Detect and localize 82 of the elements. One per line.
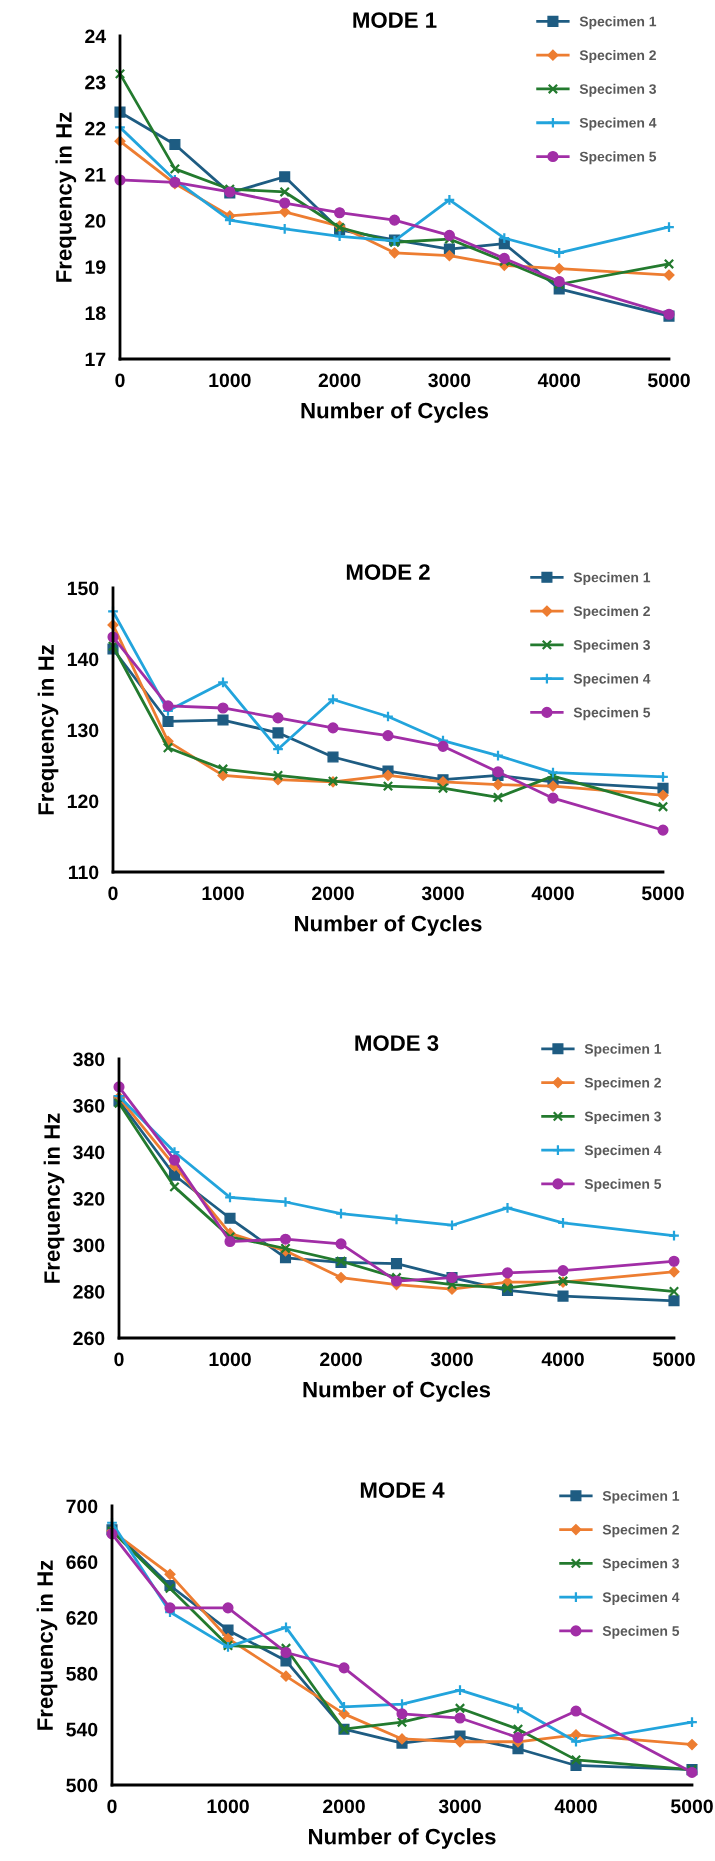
y-tick-label: 110 <box>68 865 99 880</box>
legend-label: Specimen 2 <box>579 49 656 63</box>
y-tick-label: 380 <box>73 1052 105 1067</box>
y-tick-label: 660 <box>66 1555 98 1570</box>
y-tick-label: 17 <box>85 352 106 367</box>
x-tick-label: 3000 <box>428 373 471 388</box>
y-axis-title: Frequency in Hz <box>36 1560 58 1730</box>
y-tick-label: 620 <box>66 1611 98 1625</box>
y-axis-title: Frequency in Hz <box>43 1113 65 1283</box>
y-tick-label: 700 <box>66 1499 98 1514</box>
chart-title: MODE 4 <box>360 1482 445 1498</box>
y-tick-label: 540 <box>66 1722 98 1737</box>
y-tick-label: 300 <box>73 1238 105 1253</box>
legend-label: Specimen 1 <box>573 572 651 586</box>
legend-label: Specimen 3 <box>573 639 650 653</box>
x-tick-label: 1000 <box>202 886 244 901</box>
x-tick-label: 4000 <box>541 1352 584 1367</box>
x-tick-label: 4000 <box>537 373 581 388</box>
legend-label: Specimen 4 <box>573 673 651 687</box>
x-tick-label: 2000 <box>323 1799 365 1814</box>
x-tick-label: 0 <box>107 1799 117 1814</box>
legend-label: Specimen 4 <box>602 1591 680 1605</box>
x-tick-label: 0 <box>115 373 125 388</box>
x-axis-title: Number of Cycles <box>295 915 482 936</box>
x-tick-label: 2000 <box>318 373 361 388</box>
x-axis-title: Number of Cycles <box>303 1381 491 1402</box>
y-tick-label: 130 <box>67 723 99 738</box>
x-tick-label: 5000 <box>647 373 690 388</box>
x-tick-label: 2000 <box>312 886 354 901</box>
x-tick-label: 1000 <box>209 373 251 388</box>
y-tick-label: 360 <box>73 1098 105 1113</box>
y-tick-label: 24 <box>85 29 107 44</box>
y-axis-title: Frequency in Hz <box>37 644 59 815</box>
x-tick-label: 5000 <box>670 1799 713 1814</box>
legend-label: Specimen 1 <box>584 1043 662 1057</box>
y-tick-label: 20 <box>85 214 106 228</box>
x-tick-label: 4000 <box>554 1799 597 1814</box>
legend-label: Specimen 5 <box>584 1178 662 1192</box>
x-tick-label: 0 <box>108 886 118 901</box>
x-axis-title: Number of Cycles <box>309 1828 496 1849</box>
legend-label: Specimen 3 <box>579 83 656 97</box>
legend-label: Specimen 3 <box>584 1111 661 1125</box>
y-axis-title: Frequency in Hz <box>55 112 77 282</box>
legend-label: Specimen 1 <box>602 1490 680 1504</box>
y-tick-label: 120 <box>67 794 99 809</box>
legend-label: Specimen 4 <box>584 1144 662 1158</box>
x-tick-label: 5000 <box>641 886 684 901</box>
legend-label: Specimen 2 <box>573 605 650 619</box>
x-tick-label: 1000 <box>209 1352 251 1367</box>
legend-label: Specimen 2 <box>602 1524 679 1538</box>
chart-title: MODE 2 <box>346 564 430 580</box>
y-tick-label: 260 <box>73 1331 105 1346</box>
y-tick-label: 280 <box>73 1284 105 1299</box>
x-tick-label: 3000 <box>438 1799 481 1814</box>
y-tick-label: 22 <box>85 121 106 136</box>
y-tick-label: 500 <box>66 1778 98 1793</box>
legend-label: Specimen 2 <box>584 1077 661 1091</box>
x-tick-label: 4000 <box>531 886 574 901</box>
legend-label: Specimen 5 <box>573 707 651 721</box>
legend-label: Specimen 1 <box>579 16 657 30</box>
x-tick-label: 3000 <box>430 1352 473 1367</box>
chart-title: MODE 1 <box>353 12 437 28</box>
y-tick-label: 19 <box>85 260 106 274</box>
x-tick-label: 0 <box>114 1352 124 1367</box>
x-tick-label: 5000 <box>652 1352 695 1367</box>
y-tick-label: 21 <box>85 167 106 182</box>
legend-label: Specimen 4 <box>579 117 657 131</box>
chart-title: MODE 3 <box>355 1035 439 1051</box>
y-tick-label: 340 <box>73 1145 105 1160</box>
x-tick-label: 3000 <box>421 886 464 901</box>
legend-label: Specimen 5 <box>579 151 657 165</box>
x-tick-label: 2000 <box>320 1352 362 1367</box>
y-tick-label: 580 <box>66 1666 98 1681</box>
x-axis-title: Number of Cycles <box>301 402 489 423</box>
legend-label: Specimen 5 <box>602 1625 680 1639</box>
y-tick-label: 23 <box>85 75 106 90</box>
y-tick-label: 320 <box>73 1191 105 1206</box>
y-tick-label: 140 <box>67 652 99 667</box>
y-tick-label: 18 <box>85 306 106 321</box>
y-tick-label: 150 <box>67 581 99 596</box>
x-tick-label: 1000 <box>207 1799 249 1814</box>
legend-label: Specimen 3 <box>602 1558 679 1572</box>
